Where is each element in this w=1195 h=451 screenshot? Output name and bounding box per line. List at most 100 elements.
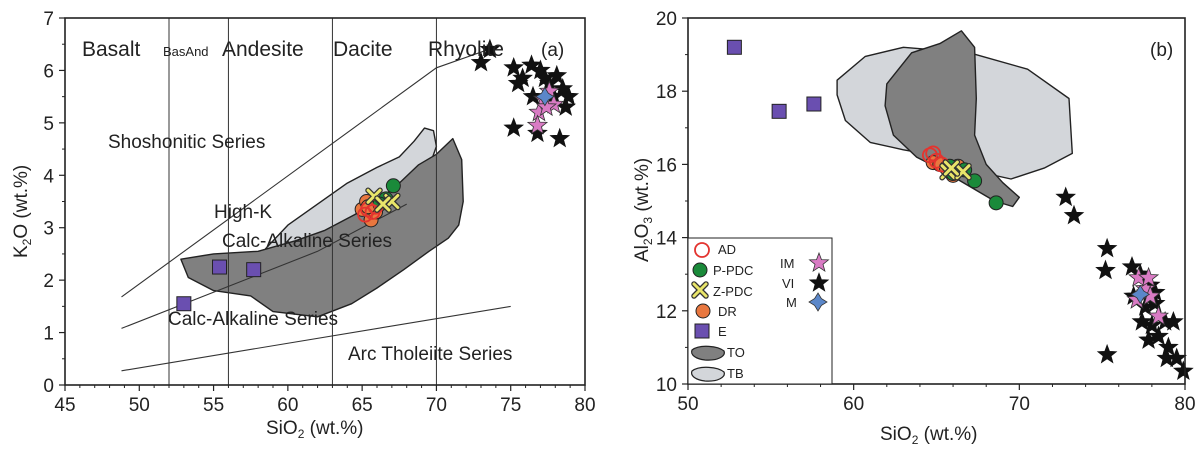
vi-point-a (534, 67, 556, 88)
legend-label-to: TO (727, 345, 745, 360)
e-point-a (176, 296, 192, 312)
vi-point-b (1148, 325, 1169, 346)
series-label-calc-alkaline-high-k: Calc-Alkaline Series (222, 231, 392, 252)
z-pdc-point-a (374, 195, 392, 213)
vi-point-b (1166, 347, 1188, 368)
e-point-b (771, 103, 787, 119)
series-label-arc-tholeiite: Arc Tholeiite Series (348, 344, 512, 365)
legend-label-ad: AD (718, 242, 736, 257)
x-tick-label: 50 (677, 394, 698, 415)
panel-a-label: (a) (541, 40, 564, 61)
y-tick-label: 18 (656, 82, 677, 103)
legend-ad-symbol (694, 242, 710, 258)
vi-point-a (521, 54, 542, 74)
vi-point-b (1163, 310, 1184, 331)
vi-point-b (1096, 237, 1118, 258)
y-tick-label: 6 (43, 61, 54, 82)
legend-im-symbol (808, 251, 830, 273)
legend-label-m: M (786, 295, 797, 310)
y-tick-label: 5 (43, 114, 54, 135)
panel-b-y-axis-title: Al2O3 (wt.%) (632, 158, 655, 262)
im-point-b (1147, 305, 1170, 326)
legend-e-symbol (694, 323, 710, 339)
x-tick-label: 70 (426, 395, 447, 416)
x-tick-label: 60 (843, 394, 864, 415)
vi-point-a (507, 72, 529, 93)
im-point-b (1137, 266, 1160, 287)
y-tick-label: 16 (656, 155, 677, 176)
y-tick-label: 20 (656, 9, 677, 30)
x-tick-label: 45 (54, 395, 75, 416)
vi-point-a (479, 38, 501, 59)
legend-p-pdc-symbol (692, 262, 708, 278)
vi-point-b (1158, 336, 1179, 357)
ad-point-a (357, 206, 374, 223)
field-label-basand: BasAnd (163, 44, 209, 59)
series-label-high-k: High-K (214, 202, 272, 223)
y-tick-label: 3 (43, 219, 54, 240)
x-tick-label: 50 (129, 395, 150, 416)
p-pdc-point-a (385, 178, 401, 194)
p-pdc-point-b (988, 195, 1004, 211)
y-tick-label: 14 (656, 229, 678, 250)
x-tick-label: 70 (1009, 394, 1030, 415)
series-boundary-line (121, 305, 511, 372)
x-tick-label: 60 (277, 395, 298, 416)
im-point-a (535, 95, 557, 117)
vi-point-b (1055, 186, 1077, 207)
vi-point-b (1063, 204, 1085, 225)
panel-a-x-axis-title: SiO2 (wt.%) (266, 418, 363, 441)
im-point-a (526, 114, 549, 135)
vi-point-b (1096, 343, 1118, 364)
y-tick-label: 12 (656, 302, 677, 323)
vi-point-a (549, 127, 571, 148)
vi-point-b (1172, 360, 1194, 380)
vi-point-a (470, 51, 492, 72)
series-label-shoshonitic: Shoshonitic Series (108, 132, 265, 153)
e-point-b (726, 39, 742, 55)
legend-label-im: IM (780, 256, 794, 271)
y-tick-label: 7 (43, 9, 54, 30)
legend-label-p-pdc: P-PDC (713, 263, 753, 278)
vi-point-a (503, 117, 525, 137)
series-label-calc-alkaline: Calc-Alkaline Series (168, 309, 338, 330)
y-tick-label: 2 (43, 271, 54, 292)
y-tick-label: 0 (43, 376, 54, 397)
legend-label-tb: TB (727, 366, 744, 381)
e-point-a (246, 262, 262, 278)
panel-b-label: (b) (1150, 40, 1173, 61)
vi-point-a (522, 85, 544, 106)
z-pdc-point-b (942, 159, 961, 177)
legend-z-pdc-symbol (691, 281, 709, 299)
legend-tb-symbol (691, 366, 725, 382)
x-tick-label: 75 (500, 395, 521, 416)
panel-a-y-axis-title: K2O (wt.%) (11, 165, 34, 258)
legend-dr-symbol (695, 303, 711, 319)
field-label-basalt: Basalt (82, 38, 141, 61)
legend: AD P-PDC Z-PDC DR E TO TB IM VI M (687, 237, 833, 385)
x-tick-label: 65 (352, 395, 373, 416)
legend-vi-symbol (808, 272, 830, 292)
field-label-rhyolite: Rhyolite (428, 38, 504, 61)
vi-point-a (503, 56, 525, 77)
field-label-dacite: Dacite (333, 38, 393, 61)
series-boundary-line (121, 48, 489, 298)
y-tick-label: 10 (656, 375, 677, 396)
vi-point-a (552, 77, 574, 98)
vi-point-b (1095, 259, 1116, 280)
field-label-andesite: Andesite (222, 38, 304, 61)
m-point-b (1130, 284, 1151, 305)
legend-to-symbol (691, 345, 725, 361)
vi-point-a (546, 64, 568, 85)
legend-label-z-pdc: Z-PDC (713, 284, 753, 299)
ad-point-b (925, 145, 942, 162)
panel-b: 50 60 70 80 10 12 14 16 18 20 (b) SiO2 (wt.%) Al2… (632, 9, 1195, 447)
panel-b-x-axis-title: SiO2 (wt.%) (880, 424, 977, 447)
legend-label-e: E (718, 324, 727, 339)
y-tick-label: 1 (43, 324, 54, 345)
vi-point-a (527, 122, 548, 143)
m-point-a (535, 86, 555, 107)
legend-m-symbol (808, 292, 828, 312)
